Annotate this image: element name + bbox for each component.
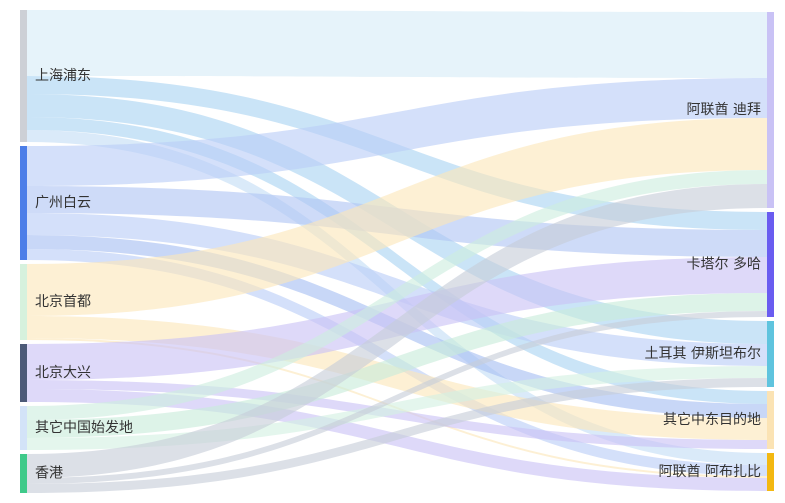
sankey-link[interactable] (27, 118, 767, 316)
sankey-links (27, 10, 767, 493)
sankey-link[interactable] (27, 76, 767, 230)
target-node[interactable] (767, 12, 774, 208)
sankey-link[interactable] (27, 378, 767, 493)
source-node-label: 其它中国始发地 (35, 419, 133, 436)
sankey-link[interactable] (27, 293, 767, 438)
sankey-link[interactable] (27, 366, 767, 450)
source-node-label: 北京首都 (35, 294, 91, 310)
source-node-label: 上海浦东 (35, 68, 91, 84)
source-node[interactable] (20, 344, 27, 402)
sankey-link[interactable] (27, 257, 767, 380)
source-node[interactable] (20, 406, 27, 450)
sankey-link[interactable] (27, 311, 767, 484)
target-node-label: 卡塔尔 多哈 (687, 256, 761, 273)
source-node[interactable] (20, 146, 27, 260)
sankey-link[interactable] (27, 117, 767, 404)
sankey-link[interactable] (27, 170, 767, 420)
target-node-label: 阿联酋 迪拜 (687, 101, 761, 118)
source-node[interactable] (20, 454, 27, 493)
target-node-label: 土耳其 伊斯坦布尔 (645, 346, 761, 362)
sankey-link[interactable] (27, 380, 767, 449)
target-node[interactable] (767, 391, 774, 449)
target-node[interactable] (767, 321, 774, 387)
sankey-link[interactable] (27, 78, 767, 186)
source-node[interactable] (20, 10, 27, 142)
sankey-nodes (20, 10, 774, 493)
source-node-label: 广州白云 (35, 195, 91, 211)
target-node[interactable] (767, 212, 774, 317)
sankey-link[interactable] (27, 184, 767, 478)
source-node-label: 北京大兴 (35, 365, 91, 381)
sankey-link[interactable] (27, 10, 767, 78)
target-node-label: 其它中东目的地 (663, 411, 761, 428)
source-node-label: 香港 (35, 466, 63, 482)
target-node-label: 阿联酋 阿布扎比 (659, 463, 761, 480)
target-node[interactable] (767, 453, 774, 491)
source-node[interactable] (20, 264, 27, 340)
